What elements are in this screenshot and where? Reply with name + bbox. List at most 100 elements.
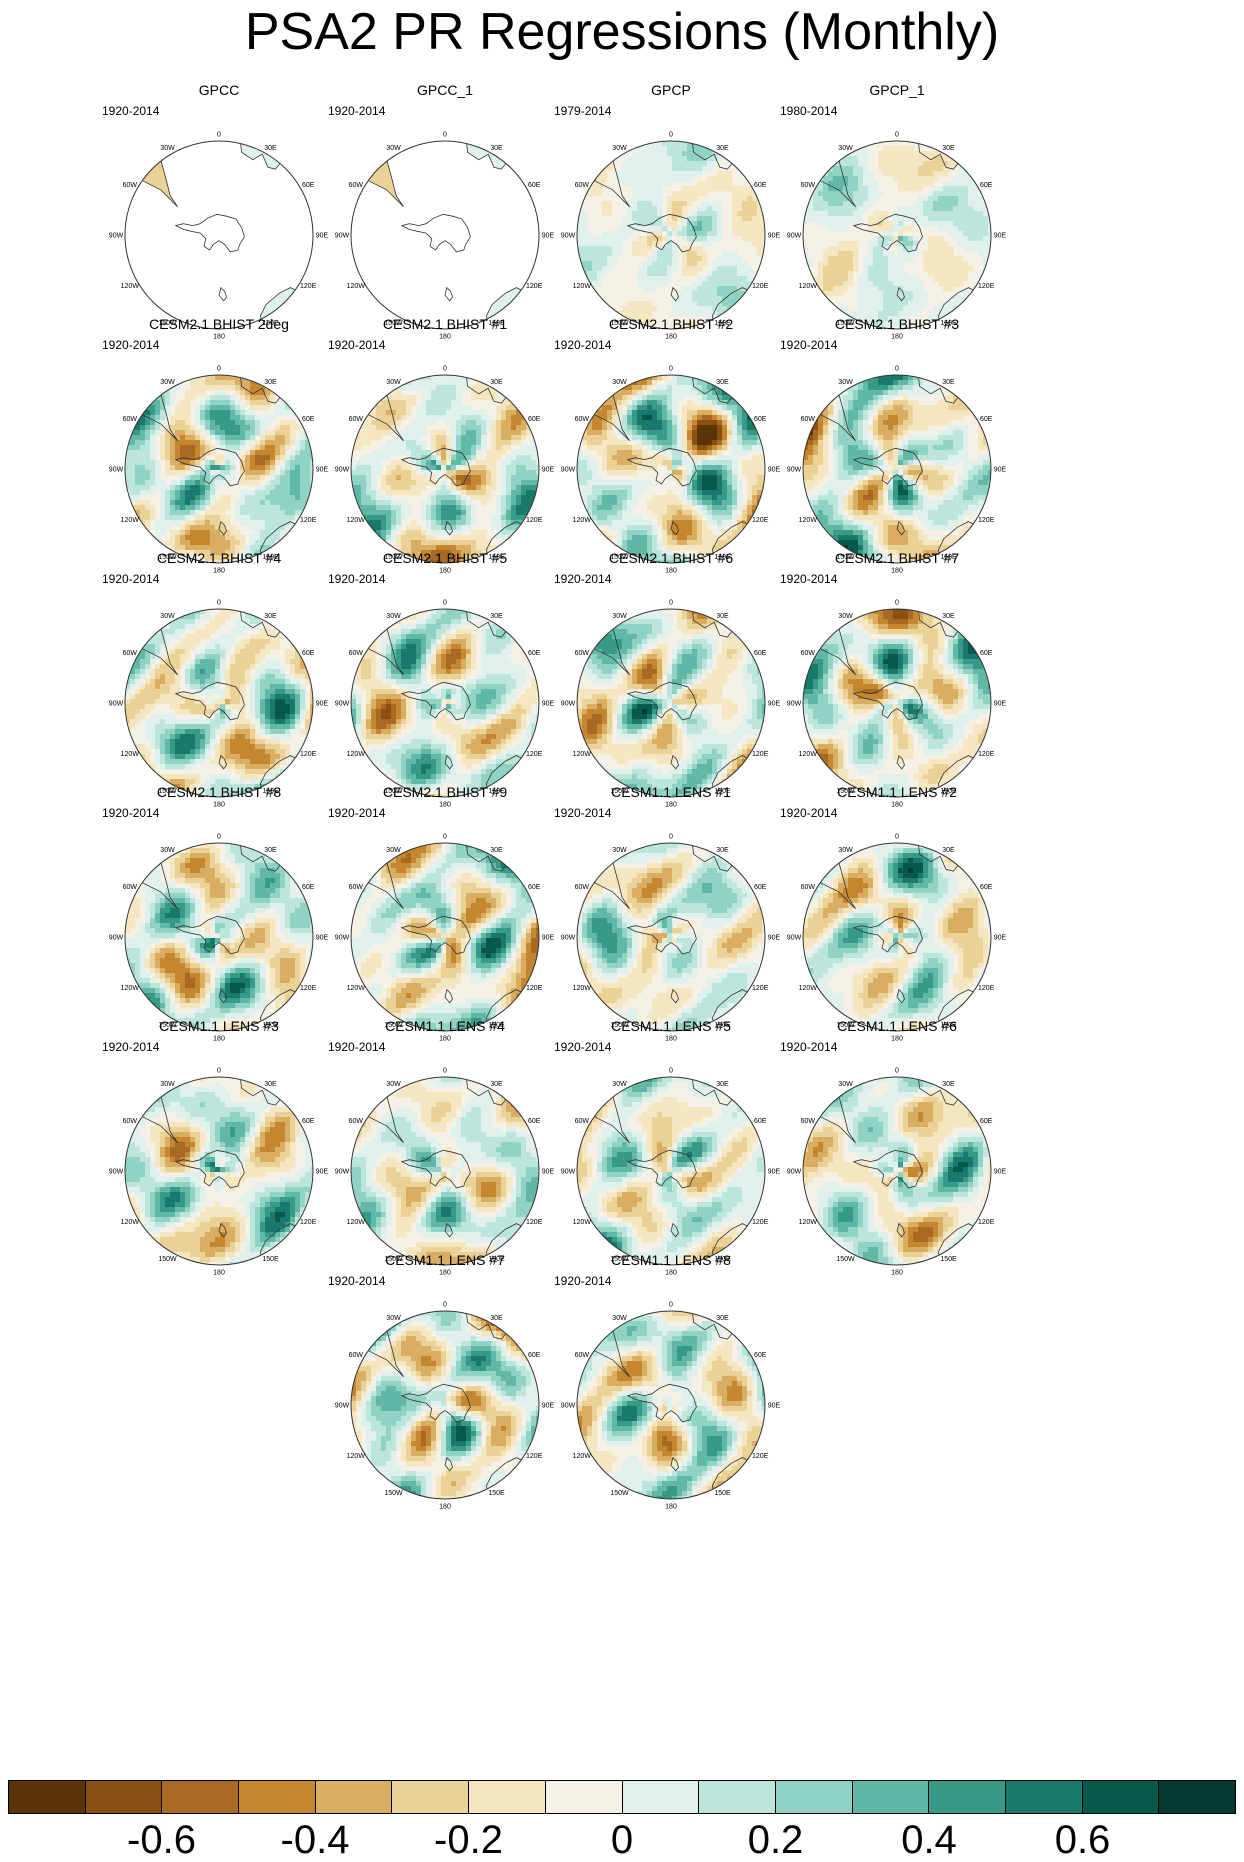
longitude-label: 120W	[121, 751, 140, 758]
colorbar-swatch	[316, 1781, 393, 1813]
longitude-label: 0	[217, 834, 221, 841]
longitude-label: 180	[213, 1270, 225, 1277]
longitude-label: 30E	[264, 613, 277, 620]
longitude-label: 0	[669, 1302, 673, 1309]
longitude-label: 30E	[264, 145, 277, 152]
colorbar-swatch	[1159, 1781, 1235, 1813]
longitude-label: 120W	[347, 283, 366, 290]
longitude-label: 180	[891, 1270, 903, 1277]
longitude-label: 120W	[347, 1453, 366, 1460]
longitude-label: 30E	[490, 847, 503, 854]
panel-title: CESM2.1 BHIST #3	[763, 316, 1031, 332]
longitude-label: 0	[895, 600, 899, 607]
longitude-label: 90W	[109, 701, 124, 708]
colorbar-swatch	[929, 1781, 1006, 1813]
longitude-label: 120E	[978, 751, 995, 758]
longitude-label: 0	[895, 834, 899, 841]
longitude-label: 90W	[561, 935, 576, 942]
longitude-label: 0	[669, 1068, 673, 1075]
colorbar-swatch	[1006, 1781, 1083, 1813]
regression-field	[572, 136, 769, 333]
longitude-label: 150W	[610, 1490, 629, 1497]
longitude-label: 60W	[801, 416, 816, 423]
longitude-label: 120W	[347, 1219, 366, 1226]
longitude-label: 30E	[942, 145, 955, 152]
longitude-label: 30W	[386, 145, 401, 152]
longitude-label: 90W	[561, 1403, 576, 1410]
longitude-label: 0	[669, 600, 673, 607]
panel-title: GPCP_1	[763, 82, 1031, 98]
longitude-label: 60E	[980, 650, 993, 657]
longitude-label: 60W	[349, 884, 364, 891]
regression-field	[120, 838, 317, 1035]
longitude-label: 120W	[799, 985, 818, 992]
longitude-label: 90W	[561, 1169, 576, 1176]
colorbar-swatch	[776, 1781, 853, 1813]
regression-field	[346, 1072, 543, 1269]
longitude-label: 150W	[836, 1256, 855, 1263]
longitude-label: 30E	[716, 613, 729, 620]
longitude-label: 0	[443, 132, 447, 139]
longitude-label: 180	[439, 1504, 451, 1511]
longitude-label: 30W	[612, 1315, 627, 1322]
regression-field	[572, 1072, 769, 1269]
longitude-label: 150E	[488, 1490, 505, 1497]
longitude-label: 120E	[978, 985, 995, 992]
colorbar-swatch	[162, 1781, 239, 1813]
longitude-label: 120W	[799, 283, 818, 290]
longitude-label: 90E	[768, 1403, 781, 1410]
longitude-label: 30W	[160, 1081, 175, 1088]
longitude-label: 90W	[561, 701, 576, 708]
regression-field	[798, 370, 995, 567]
longitude-label: 30E	[490, 379, 503, 386]
longitude-label: 30W	[612, 847, 627, 854]
longitude-label: 30W	[612, 379, 627, 386]
longitude-label: 120W	[121, 283, 140, 290]
regression-field	[346, 604, 543, 801]
colorbar-swatch	[239, 1781, 316, 1813]
longitude-label: 60W	[123, 416, 138, 423]
colorbar-swatch	[9, 1781, 86, 1813]
longitude-label: 90W	[335, 1403, 350, 1410]
longitude-label: 120E	[978, 517, 995, 524]
longitude-label: 60W	[349, 1118, 364, 1125]
longitude-label: 30W	[838, 847, 853, 854]
longitude-label: 0	[217, 366, 221, 373]
longitude-label: 90W	[561, 467, 576, 474]
panel-title: CESM1.1 LENS #6	[763, 1018, 1031, 1034]
longitude-label: 150E	[714, 1490, 731, 1497]
longitude-label: 30E	[942, 379, 955, 386]
regression-field	[798, 604, 995, 801]
longitude-label: 90W	[335, 935, 350, 942]
longitude-label: 180	[665, 1504, 677, 1511]
longitude-label: 0	[895, 132, 899, 139]
longitude-label: 30W	[386, 379, 401, 386]
regression-field	[572, 604, 769, 801]
longitude-label: 90W	[109, 233, 124, 240]
longitude-label: 60W	[123, 884, 138, 891]
longitude-label: 30W	[386, 1081, 401, 1088]
regression-field	[346, 136, 543, 333]
longitude-label: 0	[895, 366, 899, 373]
longitude-label: 30E	[264, 379, 277, 386]
regression-field	[346, 370, 543, 567]
longitude-label: 30W	[160, 379, 175, 386]
longitude-label: 30W	[838, 379, 853, 386]
longitude-label: 0	[895, 1068, 899, 1075]
longitude-label: 0	[443, 366, 447, 373]
longitude-label: 60W	[123, 182, 138, 189]
longitude-label: 150E	[940, 1256, 957, 1263]
longitude-label: 150W	[384, 1490, 403, 1497]
colorbar-label: 0.4	[901, 1818, 957, 1862]
longitude-label: 60W	[801, 884, 816, 891]
longitude-label: 60E	[980, 884, 993, 891]
longitude-label: 90W	[787, 467, 802, 474]
longitude-label: 60W	[575, 1118, 590, 1125]
longitude-label: 30E	[942, 1081, 955, 1088]
longitude-label: 60W	[349, 1352, 364, 1359]
longitude-label: 120W	[573, 1219, 592, 1226]
